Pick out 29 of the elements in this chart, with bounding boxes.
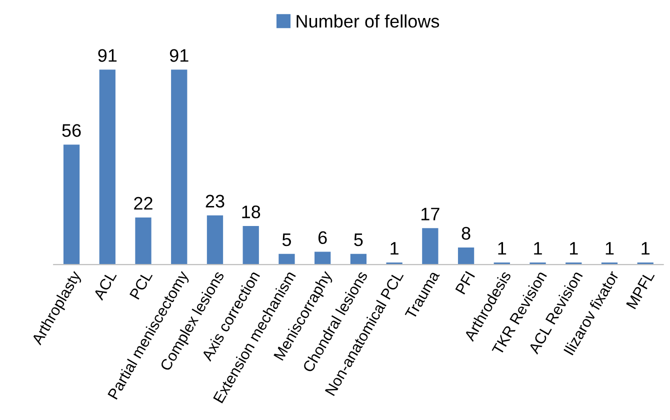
bar: [171, 70, 188, 265]
bar: [278, 254, 295, 265]
bar: [206, 215, 224, 265]
data-label: 1: [570, 242, 578, 255]
data-label: 22: [134, 196, 152, 210]
data-label: 1: [498, 242, 506, 255]
bar: [242, 226, 259, 265]
data-label: 6: [318, 231, 327, 244]
bar: [314, 252, 331, 265]
data-label: 5: [282, 234, 291, 246]
data-label: 91: [170, 49, 188, 62]
data-label: 5: [354, 234, 363, 246]
data-label: 91: [98, 49, 117, 62]
data-label: 1: [534, 242, 542, 255]
data-label: 1: [390, 242, 398, 255]
data-label: 23: [206, 194, 224, 208]
data-label: 8: [462, 226, 470, 240]
data-label: 56: [62, 124, 81, 137]
bar: [99, 70, 116, 265]
bar: [350, 254, 367, 265]
bar: [135, 217, 152, 265]
data-label: 1: [642, 242, 650, 255]
bar: [63, 144, 80, 265]
bar: [422, 228, 438, 265]
data-label: 18: [242, 206, 260, 218]
data-label: 1: [606, 242, 614, 255]
legend-label: Number of fellows: [296, 14, 440, 28]
bar: [458, 247, 474, 265]
data-label: 17: [422, 208, 440, 220]
